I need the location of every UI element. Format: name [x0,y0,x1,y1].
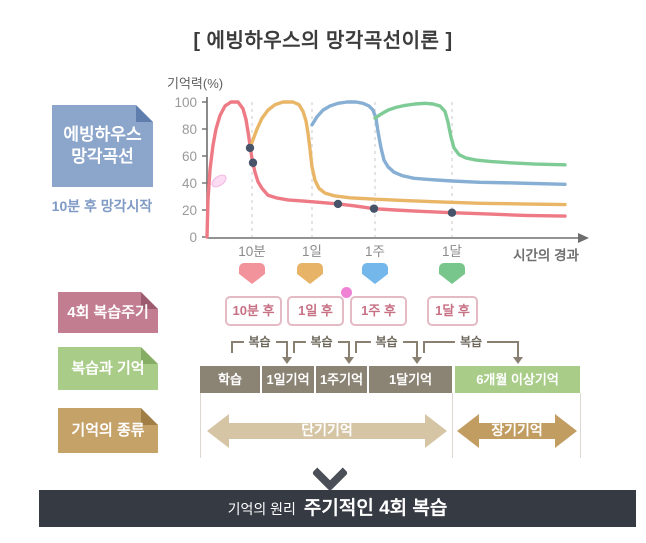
conclusion-main: 주기적인 4회 복습 [303,498,448,519]
marker-pin-1week [362,263,388,284]
x-axis-title: 시간의 경과 [513,247,579,263]
review-interval-box-10min: 10분 후 [225,296,282,326]
review-interval-box-1day: 1일 후 [287,296,344,326]
x-tick-label: 1주 [365,244,385,259]
marker-pin-1day [297,263,323,284]
x-tick-label: 1달 [442,244,462,259]
bracket-arrowhead-icon [282,357,292,364]
review-interval-box-1month: 1달 후 [427,296,478,326]
bracket-arrowhead-icon [513,357,523,364]
memory-types-label-box: 기억의 종류 [58,408,158,453]
review-bracket-label: 복습 [454,334,488,350]
guide-line [200,393,201,458]
short-term-memory-arrow: 단기기억 [207,414,447,448]
review-bracket-1: 복습 [231,334,292,364]
bracket-left-tick [423,343,425,353]
x-tick-label: 10분 [238,244,265,259]
y-tick-label: 20 [182,203,197,218]
curve-after-10min-review [248,100,567,207]
bracket-right-tick [416,343,418,357]
curve-after-1week-review [373,101,567,167]
memory-segment-6months: 6개월 이상기억 [455,366,580,393]
review-bracket-3: 복습 [355,334,422,364]
bracket-right-tick [348,343,350,357]
label-line-1: 에빙하우스 [63,125,142,144]
x-axis-arrowhead-icon [578,233,589,243]
review-bracket-label: 복습 [243,334,276,350]
bracket-left-tick [355,343,357,353]
curve-initial-learning [205,100,567,239]
long-term-memory-label: 장기기억 [491,422,543,438]
y-tick-label: 100 [174,95,197,110]
memory-segment-1day: 1일기억 [262,366,314,393]
memory-segment-1month: 1달기억 [369,366,452,393]
memory-types-label: 기억의 종류 [71,421,145,439]
review-point-dot [245,143,255,153]
memory-segment-1week: 1주기억 [316,366,367,393]
curve-after-1day-review [310,100,567,186]
bracket-left-tick [293,343,295,353]
review-bracket-2: 복습 [293,334,354,364]
forgetting-start-note: 10분 후 망각시작 [51,198,153,214]
y-tick-label: 60 [182,149,197,164]
review-point-dot [248,158,258,167]
review-point-dot [369,204,379,213]
bracket-arrowhead-icon [412,357,422,364]
memory-segment-learning: 학습 [200,366,260,393]
page-title: [ 에빙하우스의 망각곡선이론 ] [193,30,453,52]
review-point-dot [333,199,343,209]
bracket-arrowhead-icon [344,357,354,364]
folded-corner [136,105,153,122]
review-cycle-label-box: 4회 복습주기 [58,292,158,333]
y-tick-label: 80 [182,122,197,137]
y-axis-title: 기억력(%) [167,76,223,91]
arrow-right-head-icon [555,414,577,448]
review-bracket-4: 복습 [423,334,523,364]
conclusion-prefix: 기억의 원리 [227,501,296,517]
review-bracket-label: 복습 [305,334,338,350]
bracket-right-tick [286,343,288,357]
arrow-body [228,423,426,439]
y-tick-label: 0 [189,230,197,245]
y-tick-label: 40 [182,176,197,191]
petal-decoration [211,174,227,188]
ebbinghaus-curve-label-box: 에빙하우스 망각곡선 [52,105,153,187]
chevron-down-icon [311,454,349,492]
guide-line [452,393,453,458]
bracket-right-tick [517,343,519,357]
long-term-memory-arrow: 장기기억 [457,414,577,448]
short-term-memory-label: 단기기억 [301,422,353,438]
review-cycle-label: 4회 복습주기 [67,303,149,321]
review-memory-label: 복습과 기억 [71,359,145,377]
x-tick-label: 1일 [302,244,322,259]
marker-pin-10min [239,263,265,284]
review-memory-label-box: 복습과 기억 [58,347,158,390]
arrow-body [478,423,556,439]
marker-pin-1month [439,263,465,284]
arrow-left-head-icon [207,414,229,448]
arrow-left-head-icon [457,414,479,448]
review-bracket-label: 복습 [370,334,403,350]
guide-line [580,393,581,458]
review-interval-box-1week: 1주 후 [350,296,407,326]
arrow-right-head-icon [425,414,447,448]
review-point-dot [447,208,457,217]
bracket-left-tick [231,343,233,353]
pink-dot-decoration [341,287,352,298]
conclusion-bar: 기억의 원리 주기적인 4회 복습 [39,490,636,527]
label-line-2: 망각곡선 [71,147,134,166]
